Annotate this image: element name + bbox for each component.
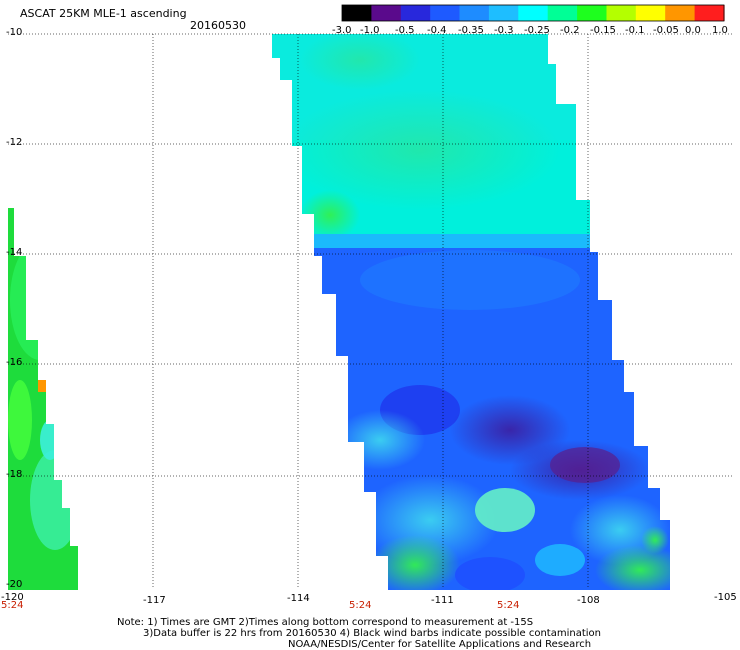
colorbar-segment xyxy=(694,5,725,21)
footer-note-1: Note: 1) Times are GMT 2)Times along bot… xyxy=(117,617,534,628)
lat-label: -18 xyxy=(6,469,23,480)
time-label: 5:24 xyxy=(349,600,372,611)
colorbar-label: 0.0 xyxy=(685,25,701,36)
colorbar-label: -0.3 xyxy=(494,25,514,36)
colorbar-label: -0.5 xyxy=(395,25,415,36)
colorbar-label: -0.2 xyxy=(560,25,580,36)
lat-label: -16 xyxy=(6,357,23,368)
colorbar-label: -0.15 xyxy=(590,25,616,36)
time-label: 5:24 xyxy=(497,600,520,611)
colorbar-segment xyxy=(371,5,402,21)
lat-label: -14 xyxy=(6,247,23,258)
colorbar-label: -0.1 xyxy=(625,25,645,36)
satellite-swath xyxy=(272,34,670,590)
lon-label: -114 xyxy=(287,593,310,604)
lon-label: -120 xyxy=(1,592,24,603)
colorbar-segment xyxy=(606,5,637,21)
lon-label: -117 xyxy=(143,595,166,606)
lon-label: -108 xyxy=(577,595,600,606)
colorbar-label: -3.0 xyxy=(332,25,352,36)
colorbar-label: -0.35 xyxy=(458,25,484,36)
colorbar-segment xyxy=(547,5,578,21)
footer-credit: NOAA/NESDIS/Center for Satellite Applica… xyxy=(288,639,592,650)
lon-label: -105 xyxy=(714,592,737,603)
colorbar-label: -1.0 xyxy=(360,25,380,36)
lat-lon-grid xyxy=(8,34,733,588)
lat-label: -10 xyxy=(6,27,23,38)
colorbar-segment xyxy=(665,5,696,21)
colorbar-segment xyxy=(518,5,549,21)
colorbar-label: -0.05 xyxy=(653,25,679,36)
lat-label: -20 xyxy=(6,579,23,590)
colorbar-segment xyxy=(459,5,490,21)
colorbar-segment xyxy=(577,5,608,21)
colorbar-segment xyxy=(430,5,461,21)
lon-label: -111 xyxy=(431,595,454,606)
map-title: ASCAT 25KM MLE-1 ascending xyxy=(20,7,187,20)
colorbar-segment xyxy=(342,5,372,21)
footer-note-2: 3)Data buffer is 22 hrs from 20160530 4)… xyxy=(143,628,601,639)
left-swath-fragment xyxy=(8,208,78,590)
map-date: 20160530 xyxy=(190,19,246,32)
colorbar xyxy=(341,4,725,22)
time-label: 5:24 xyxy=(1,600,24,611)
colorbar-outline xyxy=(341,4,725,22)
colorbar-segment xyxy=(400,5,431,21)
colorbar-label: -0.4 xyxy=(427,25,447,36)
colorbar-segment xyxy=(635,5,666,21)
colorbar-segment xyxy=(488,5,519,21)
lat-label: -12 xyxy=(6,137,23,148)
colorbar-label: -0.25 xyxy=(524,25,550,36)
colorbar-label: 1.0 xyxy=(712,25,728,36)
